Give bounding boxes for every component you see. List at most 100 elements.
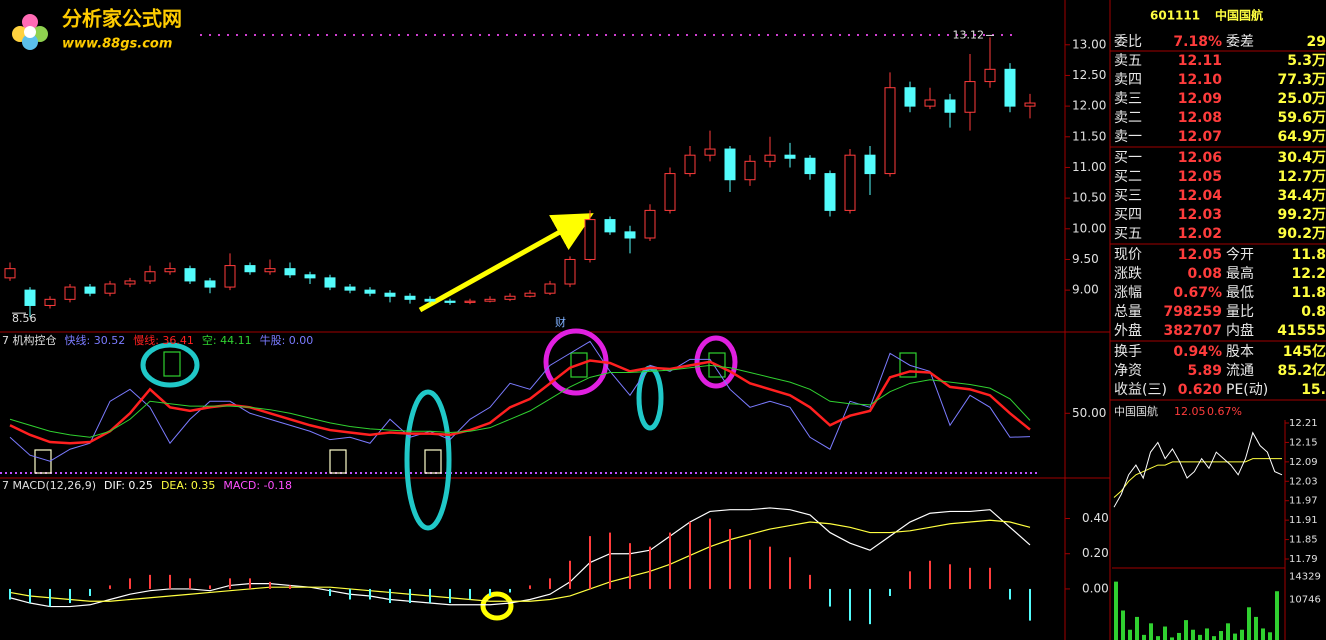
quote-label: 现价 (1114, 247, 1142, 263)
quote-value: 12.03 (1178, 207, 1222, 223)
legend-item: DEA: 0.35 (161, 479, 215, 492)
volume-bar (1177, 632, 1181, 640)
quote-value: 0.67% (1173, 285, 1222, 301)
indicator-line (9, 364, 1031, 438)
candle-body (784, 154, 796, 159)
quote-value: 12.11 (1178, 53, 1222, 69)
quote-label: 买二 (1114, 169, 1142, 185)
candle-body (944, 99, 956, 113)
candle-body (84, 286, 96, 294)
quote-value: 12.04 (1178, 188, 1223, 204)
candle-body (1004, 68, 1016, 107)
volume-bar (1184, 620, 1188, 640)
quote-value: 145亿 (1283, 343, 1326, 360)
candle-body (504, 295, 516, 300)
highlight-ellipse (694, 335, 738, 389)
legend-item: 慢线: 36.41 (133, 333, 194, 347)
quote-volume: 64.9万 (1277, 129, 1326, 145)
candle-body (144, 271, 156, 282)
legend-item: MACD: -0.18 (223, 479, 292, 492)
quote-value: 12.05 (1178, 247, 1222, 263)
highlight-ellipse (140, 342, 200, 388)
candle-body (804, 157, 816, 175)
quote-label: 流通 (1226, 363, 1254, 379)
volume-bar (1268, 632, 1272, 640)
quote-label: 委比 (1114, 34, 1142, 50)
volume-bar (1240, 629, 1244, 640)
mini-tick-label: 11.91 (1289, 515, 1318, 526)
candle-body (404, 295, 416, 300)
candle-body (324, 277, 336, 288)
signal-box (329, 449, 347, 474)
candle-body (424, 298, 436, 302)
stock-name: 中国国航 (1215, 8, 1263, 23)
quote-label: 卖一 (1114, 129, 1142, 145)
quote-volume: 99.2万 (1277, 207, 1326, 223)
y-tick-label: 0.00 (1082, 581, 1109, 595)
highlight-ellipse (404, 389, 452, 531)
quote-label: 收益(三) (1114, 382, 1167, 398)
candle-body (684, 154, 696, 175)
high-label: 13.12 (953, 28, 985, 41)
candle-body (764, 154, 776, 162)
volume-bar (1114, 581, 1118, 640)
candle-body (744, 160, 756, 181)
average-line (1113, 458, 1282, 498)
volume-bar (1226, 623, 1230, 640)
volume-bar (1205, 628, 1209, 640)
logo-title: 分析家公式网 (62, 7, 182, 31)
quote-value: 12.07 (1178, 129, 1222, 145)
quote-volume: 5.3万 (1287, 53, 1326, 69)
candle-body (904, 87, 916, 107)
quote-label: 最高 (1226, 265, 1254, 282)
quote-label: 卖三 (1114, 91, 1142, 107)
candle-body (4, 268, 16, 279)
candle-body (704, 148, 716, 156)
marker-label: 财 (555, 315, 566, 329)
quote-label: PE(动) (1226, 382, 1268, 398)
mini-tick-label: 12.15 (1289, 437, 1318, 448)
candle-body (584, 219, 596, 260)
candle-body (564, 258, 576, 285)
mini-price: 12.05 (1174, 405, 1206, 418)
quote-value: 12.05 (1178, 169, 1222, 185)
quote-volume: 30.4万 (1277, 150, 1326, 166)
mini-tick-label: 11.85 (1289, 535, 1318, 546)
candle-body (1024, 102, 1036, 107)
quote-value: 7.18% (1173, 34, 1222, 50)
quote-label: 股本 (1226, 344, 1254, 360)
quote-value: 5.89 (1187, 363, 1222, 379)
volume-bar (1191, 629, 1195, 640)
candle-body (824, 173, 836, 211)
candle-body (104, 283, 116, 294)
volume-bar (1135, 616, 1139, 640)
volume-bar (1121, 610, 1125, 640)
y-tick-label: 11.50 (1072, 129, 1106, 143)
quote-value: 11.8 (1291, 285, 1326, 301)
candle-body (384, 292, 396, 297)
volume-bar (1142, 634, 1146, 640)
quote-volume: 25.0万 (1277, 91, 1326, 107)
candle-body (544, 283, 556, 294)
signal-box (899, 352, 917, 378)
candle-body (484, 298, 496, 302)
volume-bar (1163, 626, 1167, 640)
volume-tick-label: 10746 (1289, 594, 1321, 605)
mini-tick-label: 12.03 (1289, 476, 1318, 487)
y-tick-label: 0.20 (1082, 546, 1109, 560)
candle-body (244, 265, 256, 273)
signal-box (570, 352, 588, 378)
candle-body (304, 274, 316, 279)
volume-bar (1247, 607, 1251, 640)
legend-item: 快线: 30.52 (65, 333, 126, 347)
quote-label: 内盘 (1226, 322, 1254, 339)
candle-body (444, 300, 456, 303)
candle-body (724, 148, 736, 181)
quote-value: 85.2亿 (1277, 362, 1326, 379)
signal-box (34, 449, 52, 474)
volume-bar (1219, 631, 1223, 640)
candle-body (224, 265, 236, 288)
volume-tick-label: 14329 (1289, 571, 1321, 582)
candle-body (264, 268, 276, 273)
